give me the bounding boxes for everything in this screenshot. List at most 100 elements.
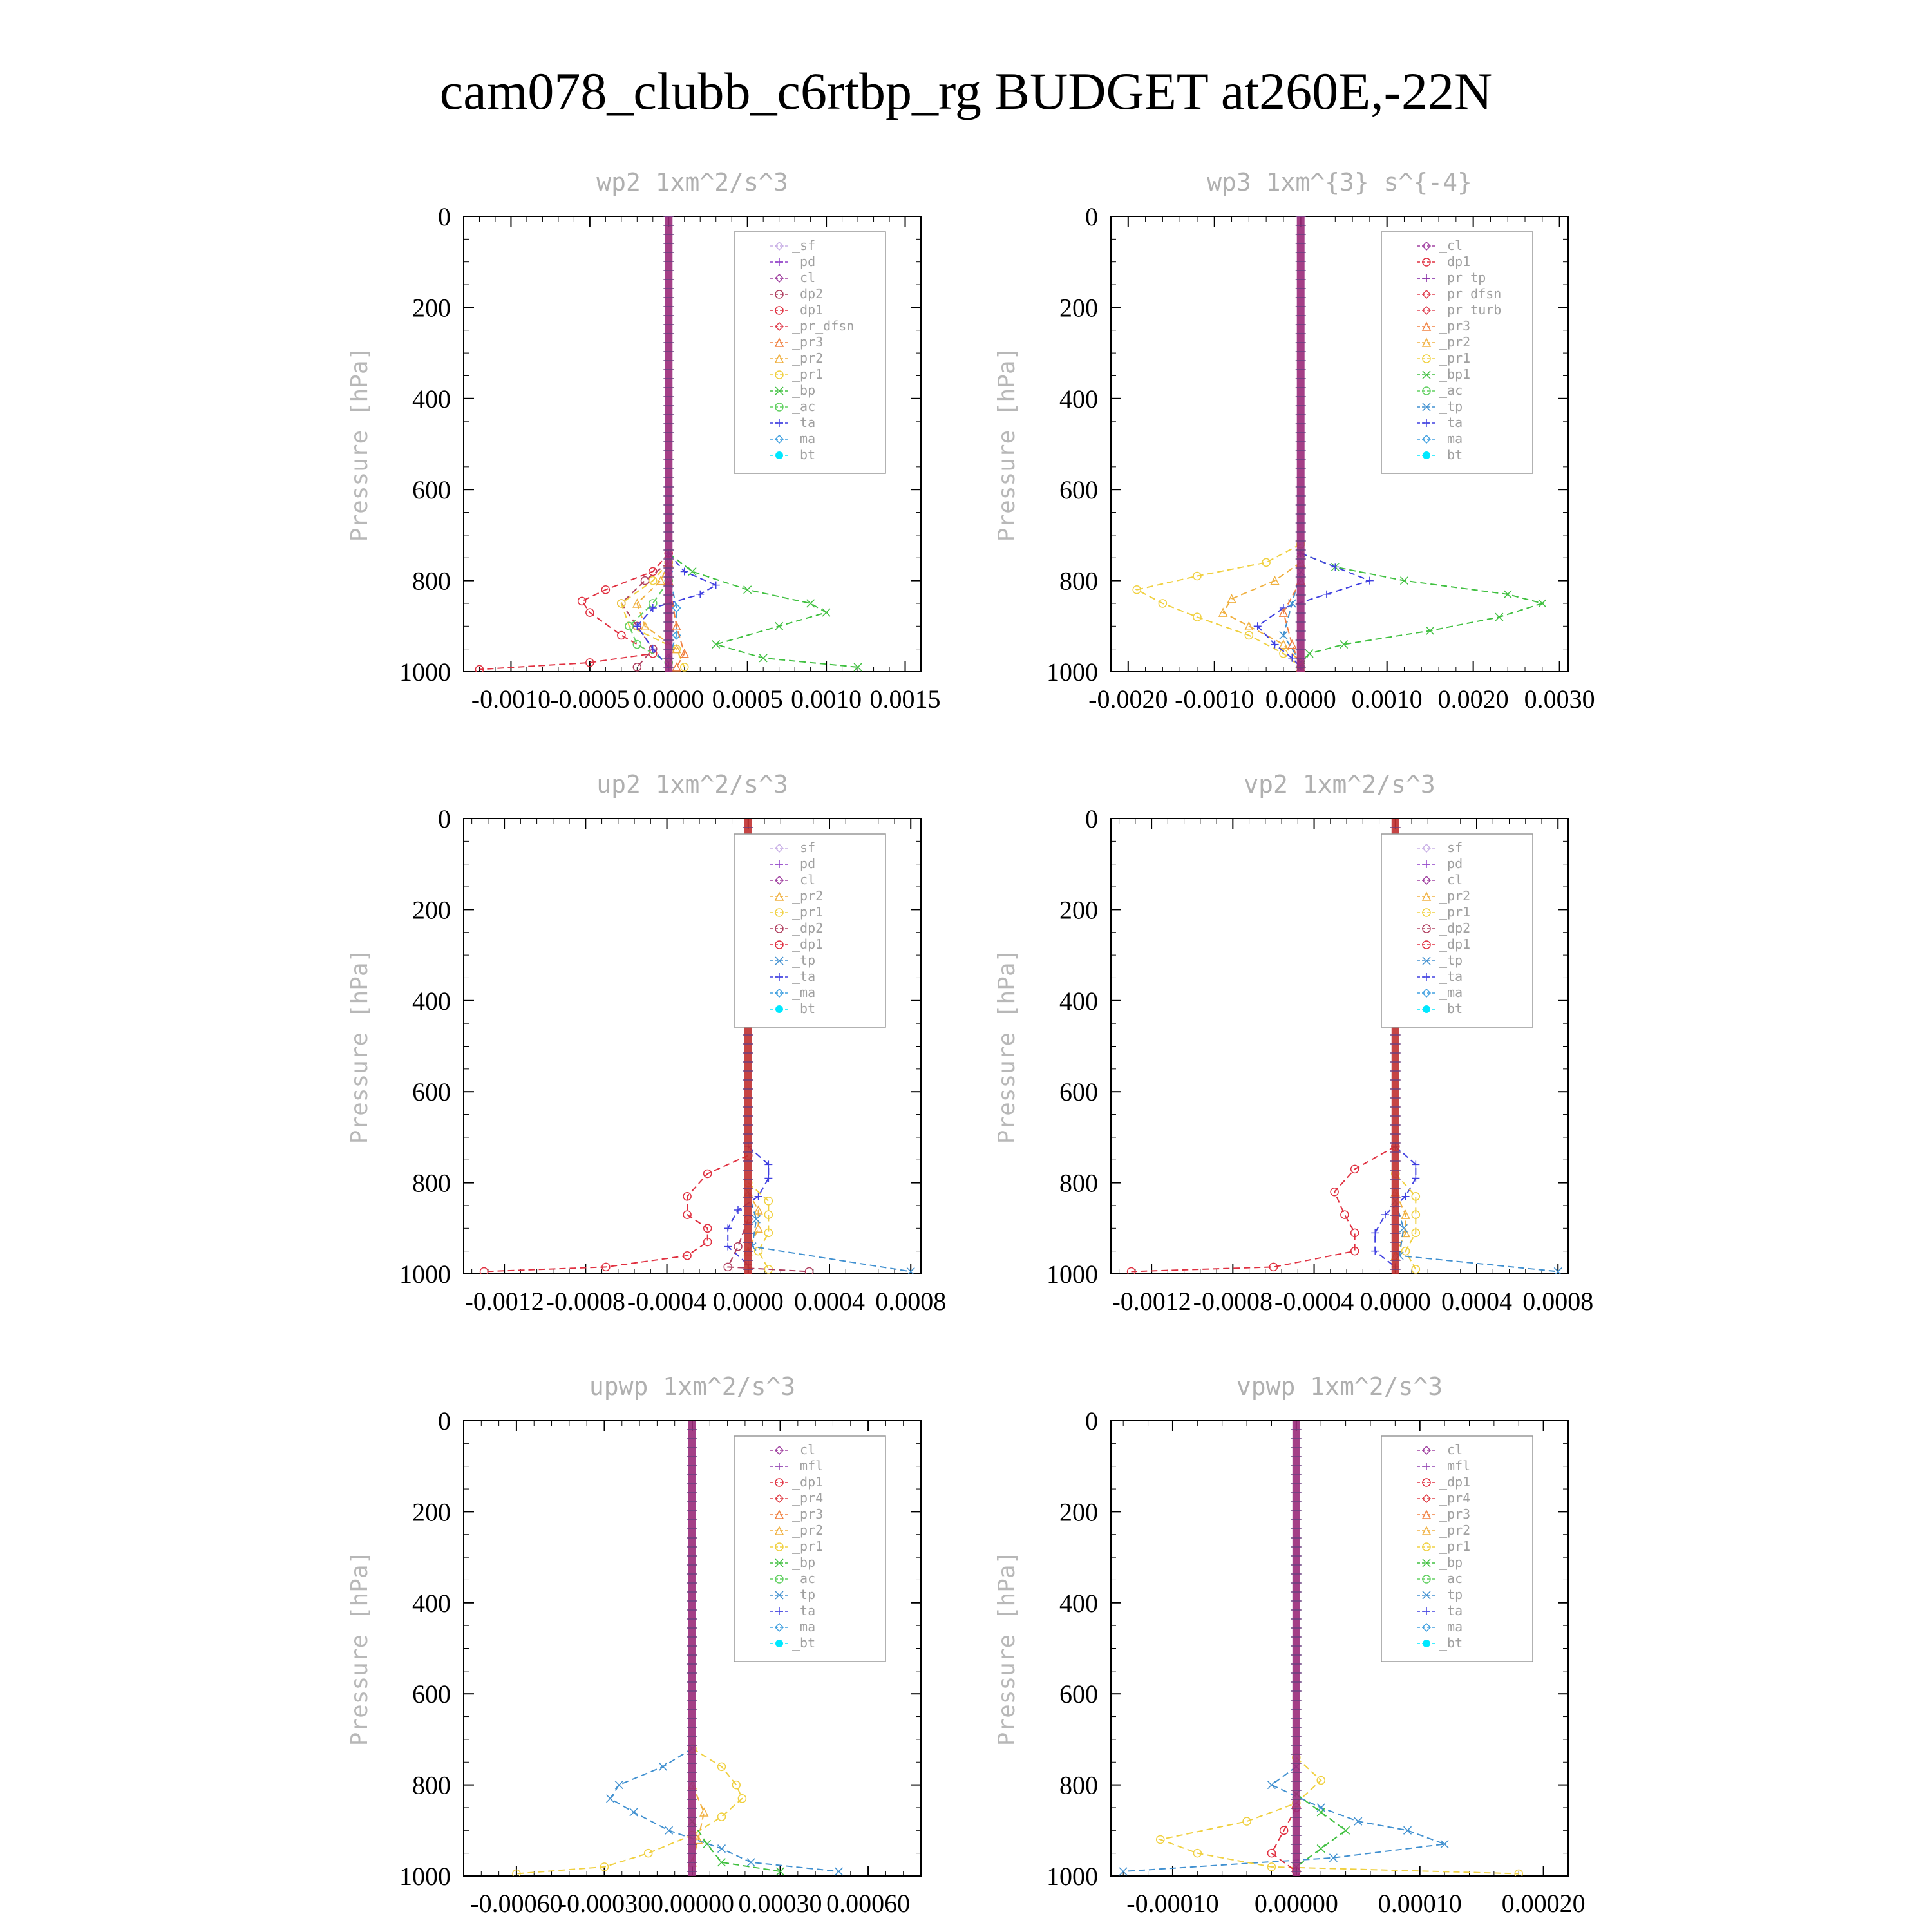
data-point — [1253, 622, 1262, 630]
data-point — [764, 1210, 773, 1219]
legend-marker — [1421, 241, 1432, 251]
x-tick-label: 0.00000 — [1255, 1889, 1338, 1918]
legend-marker — [1421, 1526, 1432, 1535]
legend-marker — [1422, 370, 1431, 379]
y-axis-label: Pressure [hPa] — [346, 949, 373, 1144]
data-point — [672, 662, 681, 672]
legend-label: _bt — [792, 1001, 815, 1016]
legend-label: _ac — [1439, 383, 1463, 398]
legend-marker — [775, 1607, 783, 1615]
data-point — [693, 1834, 703, 1844]
legend-label: _pr2 — [1439, 888, 1470, 904]
legend-marker — [775, 402, 784, 412]
data-point — [1538, 599, 1547, 608]
legend-label: _ta — [1439, 1603, 1463, 1618]
x-tick-label: 0.0010 — [1352, 685, 1423, 714]
series-line-pr2 — [636, 562, 677, 650]
series-line-pr1 — [516, 1748, 743, 1875]
x-tick-label: 0.0004 — [794, 1287, 865, 1316]
legend-label: _dp2 — [792, 286, 823, 301]
legend-marker — [1421, 1510, 1432, 1519]
data-point — [632, 663, 642, 672]
legend-label: _ma — [1439, 985, 1463, 1000]
legend-label: _ta — [792, 969, 815, 984]
data-point — [649, 604, 657, 612]
data-point — [1193, 571, 1202, 581]
y-tick-label: 1000 — [1046, 1862, 1098, 1891]
legend-marker — [1421, 321, 1432, 331]
x-tick-label: 0.0015 — [870, 685, 941, 714]
data-point — [680, 663, 689, 672]
y-tick-label: 400 — [412, 987, 451, 1016]
legend-label: _pr1 — [792, 904, 823, 920]
data-point — [743, 585, 752, 594]
data-point — [1350, 1164, 1359, 1174]
data-point — [1158, 599, 1168, 608]
data-point — [737, 1794, 747, 1803]
data-point — [1279, 630, 1288, 639]
x-tick-label: 0.00020 — [1502, 1889, 1586, 1918]
legend-marker — [1422, 1478, 1431, 1487]
data-point — [712, 581, 720, 589]
data-point — [835, 1867, 844, 1876]
panel-title: wp3 1xm^{3} s^{-4} — [1207, 168, 1472, 196]
legend-marker — [775, 1575, 784, 1584]
series-line-pr2 — [747, 1191, 759, 1252]
legend: _sf_pd_cl_dp2_dp1_pr_dfsn_pr3_pr2_pr1_bp… — [734, 231, 886, 474]
y-tick-label: 200 — [412, 1497, 451, 1526]
x-tick-label: -0.0004 — [1274, 1287, 1354, 1316]
series-line-pr1 — [1395, 1173, 1417, 1270]
data-point — [822, 608, 831, 617]
data-point — [683, 1251, 692, 1260]
data-point — [1330, 1187, 1339, 1197]
y-axis-label: Pressure [hPa] — [346, 1551, 373, 1746]
data-point — [752, 1215, 761, 1224]
legend-label: _bt — [1439, 1001, 1463, 1016]
data-point — [1412, 1160, 1420, 1169]
data-point — [629, 1808, 638, 1817]
legend-marker — [1421, 988, 1432, 998]
y-tick-label: 400 — [412, 384, 451, 413]
data-point — [717, 1762, 726, 1772]
x-tick-label: -0.0012 — [1112, 1287, 1191, 1316]
x-tick-label: 0.0005 — [712, 685, 783, 714]
data-point — [688, 567, 697, 576]
y-axis-label: Pressure [hPa] — [346, 346, 373, 542]
data-point — [1227, 594, 1236, 603]
legend-marker — [1423, 419, 1430, 427]
data-point — [606, 1794, 615, 1803]
legend-label: _sf — [1439, 840, 1463, 855]
y-tick-label: 600 — [1059, 1077, 1098, 1106]
data-point — [717, 1812, 726, 1821]
legend-label: _dp1 — [792, 302, 823, 317]
data-point — [734, 1206, 742, 1215]
data-point — [696, 590, 705, 598]
x-tick-label: -0.0005 — [550, 685, 629, 714]
data-point — [703, 1224, 712, 1233]
legend-label: _bt — [792, 447, 815, 462]
y-tick-label: 0 — [1085, 202, 1098, 231]
x-tick-label: -0.00010 — [1126, 1889, 1218, 1918]
data-point — [723, 1262, 732, 1272]
data-point — [672, 621, 681, 631]
legend-label: _ta — [1439, 415, 1463, 430]
legend: _cl_mfl_dp1_pr4_pr3_pr2_pr1_bp_ac_tp_ta_… — [1381, 1435, 1533, 1662]
data-point — [632, 639, 642, 649]
legend-label: _pr1 — [1439, 1539, 1470, 1554]
data-point — [764, 1197, 773, 1206]
legend-label: _bp1 — [1439, 366, 1470, 382]
data-point — [1403, 1826, 1412, 1835]
legend-label: _ac — [1439, 1571, 1463, 1586]
legend-marker — [775, 1558, 784, 1567]
legend-box — [1381, 231, 1533, 474]
y-tick-label: 800 — [412, 1169, 451, 1198]
x-tick-label: -0.0010 — [1175, 685, 1254, 714]
data-point — [512, 1869, 521, 1876]
data-point — [672, 643, 681, 654]
profile-lines — [475, 216, 862, 672]
data-point — [1288, 654, 1296, 662]
legend-marker — [1422, 1542, 1431, 1551]
series-line-bp — [1296, 1793, 1347, 1868]
x-tick-label: 0.00030 — [739, 1889, 822, 1918]
data-point — [724, 1242, 732, 1251]
